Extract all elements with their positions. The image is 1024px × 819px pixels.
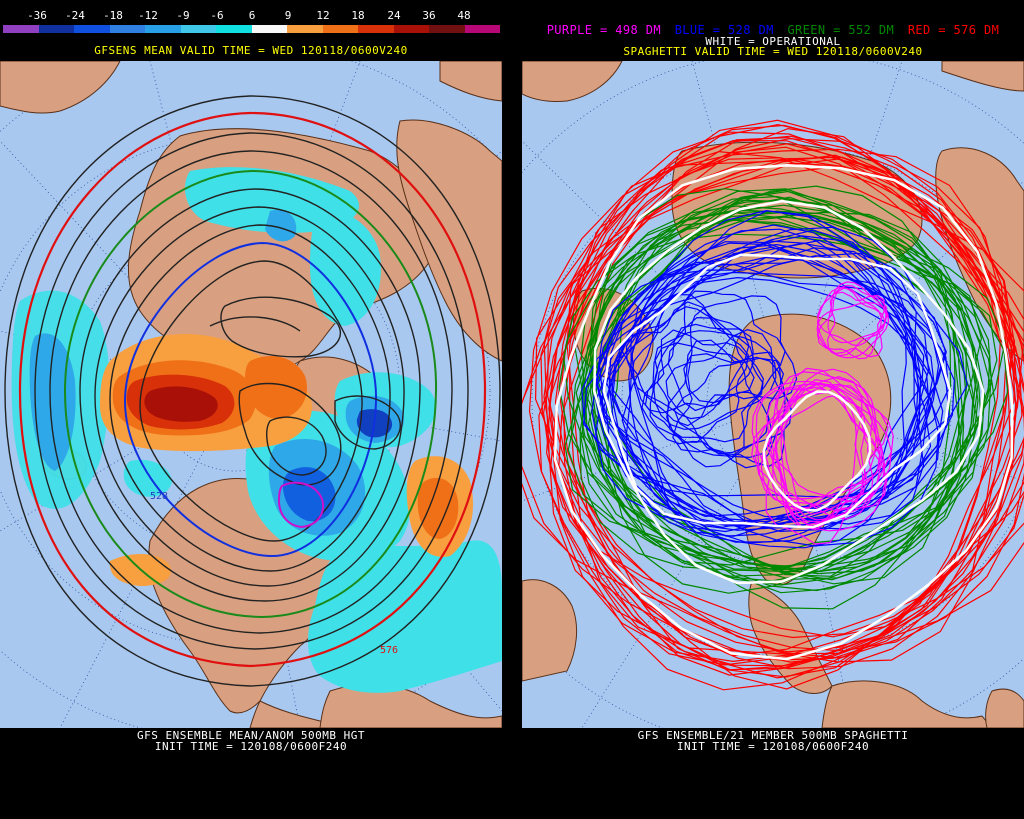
purple-member-contour	[755, 376, 864, 512]
scale-label: 36	[422, 9, 436, 22]
purple-member-contour	[816, 284, 888, 347]
blue-member-contour	[649, 342, 770, 468]
scale-label: 9	[284, 9, 292, 22]
purple-member-contour	[766, 383, 883, 511]
scale-swatch	[145, 25, 181, 33]
purple-member-contour	[780, 386, 886, 532]
green-member-contour	[584, 216, 986, 567]
spaghetti-footer-title: GFS ENSEMBLE/21 MEMBER 500MB SPAGHETTI	[637, 729, 909, 742]
ensemble-mean-panel: -36 -24 -18 -12 -9 -6 6 9 12 18 24 36 48…	[0, 0, 502, 819]
blue-member-contour	[631, 226, 950, 544]
spaghetti-valid-time: SPAGHETTI VALID TIME = WED 120118/0600V2…	[623, 45, 923, 58]
scale-label: -24	[65, 9, 85, 22]
red-member-contour	[540, 156, 1024, 671]
scale-label: -18	[103, 9, 123, 22]
white-operational-contours	[553, 163, 1014, 661]
operational-contour	[553, 163, 1014, 661]
contour-label-528: 528	[150, 491, 168, 502]
panel-divider	[502, 0, 522, 819]
purple-member-contour	[766, 367, 874, 526]
purple-498dm-contours	[751, 281, 894, 545]
blue-member-contour	[582, 229, 936, 525]
green-member-contour	[589, 190, 982, 581]
purple-member-contour	[751, 380, 857, 523]
scale-label: 48	[457, 9, 471, 22]
scale-swatch	[180, 25, 216, 33]
blue-member-contour	[665, 329, 792, 455]
scale-label: 18	[351, 9, 365, 22]
spaghetti-footer-init: INIT TIME = 120108/0600F240	[676, 740, 870, 753]
red-member-contour	[543, 139, 1024, 655]
scale-label: -6	[210, 9, 224, 22]
spaghetti-legend: PURPLE = 498 DM BLUE = 528 DM GREEN = 55…	[522, 23, 1024, 37]
anomaly-scale-labels: -36 -24 -18 -12 -9 -6 6 9 12 18 24 36 48	[10, 9, 500, 22]
scale-swatch	[38, 25, 74, 33]
green-member-contour	[587, 189, 983, 573]
height-contours	[4, 95, 501, 687]
blue-member-contour	[653, 330, 777, 430]
red-member-contour	[548, 157, 1024, 652]
scale-swatch	[3, 25, 39, 33]
scale-label: -9	[176, 9, 190, 22]
blue-member-contour	[667, 290, 786, 412]
scale-swatch	[109, 25, 145, 33]
operational-label: WHITE = OPERATIONAL	[705, 35, 841, 48]
purple-member-contour	[771, 382, 894, 520]
blue-member-contour	[620, 301, 755, 427]
contour-label-576: 576	[380, 645, 398, 656]
operational-contour	[762, 390, 872, 512]
legend-blue: BLUE = 528 DM	[674, 23, 774, 37]
mean-footer-title: GFS ENSEMBLE MEAN/ANOM 500MB HGT	[137, 729, 365, 742]
land-masses	[522, 61, 1024, 728]
blue-member-contour	[644, 316, 749, 443]
legend-red: RED = 576 DM	[907, 23, 1000, 37]
red-member-contour	[528, 148, 1024, 691]
blue-member-contour	[666, 339, 785, 459]
scale-swatch	[464, 25, 500, 33]
scale-swatch	[429, 25, 465, 33]
scale-swatch	[216, 25, 252, 33]
scale-swatch	[393, 25, 429, 33]
scale-swatch	[358, 25, 394, 33]
mean-valid-time: GFSENS MEAN VALID TIME = WED 120118/0600…	[94, 44, 408, 57]
scale-label: 24	[387, 9, 401, 22]
legend-green: GREEN = 552 DM	[787, 23, 895, 37]
blue-member-contour	[630, 293, 755, 420]
blue-member-contour	[628, 276, 930, 543]
mean-footer-init: INIT TIME = 120108/0600F240	[154, 740, 348, 753]
blue-528dm-contours	[581, 210, 968, 549]
operational-contour	[592, 199, 985, 585]
scale-swatch	[287, 25, 323, 33]
legend-purple: PURPLE = 498 DM	[546, 23, 662, 37]
blue-member-contour	[656, 323, 764, 443]
green-member-contour	[591, 199, 979, 577]
red-member-contour	[557, 154, 1007, 676]
scale-label: 6	[248, 9, 256, 22]
scale-swatch	[251, 25, 287, 33]
green-member-contour	[558, 185, 952, 592]
ensemble-mean-map: 528 576	[0, 61, 502, 728]
purple-member-contour	[768, 385, 889, 516]
purple-member-contour	[816, 287, 883, 360]
scale-swatch	[74, 25, 110, 33]
operational-contour	[602, 253, 952, 529]
green-member-contour	[563, 233, 991, 582]
purple-member-contour	[816, 301, 890, 359]
purple-member-contour	[827, 281, 887, 344]
scale-label: 12	[316, 9, 330, 22]
scale-label: -12	[138, 9, 158, 22]
blue-member-contour	[608, 235, 919, 533]
anomaly-color-bar	[3, 25, 500, 33]
green-member-contour	[580, 195, 960, 575]
scale-label: -36	[27, 9, 47, 22]
purple-member-contour	[754, 368, 877, 500]
spaghetti-panel: PURPLE = 498 DM BLUE = 528 DM GREEN = 55…	[522, 0, 1024, 819]
spaghetti-map	[522, 61, 1024, 728]
red-member-contour	[569, 136, 1015, 663]
scale-swatch	[322, 25, 358, 33]
